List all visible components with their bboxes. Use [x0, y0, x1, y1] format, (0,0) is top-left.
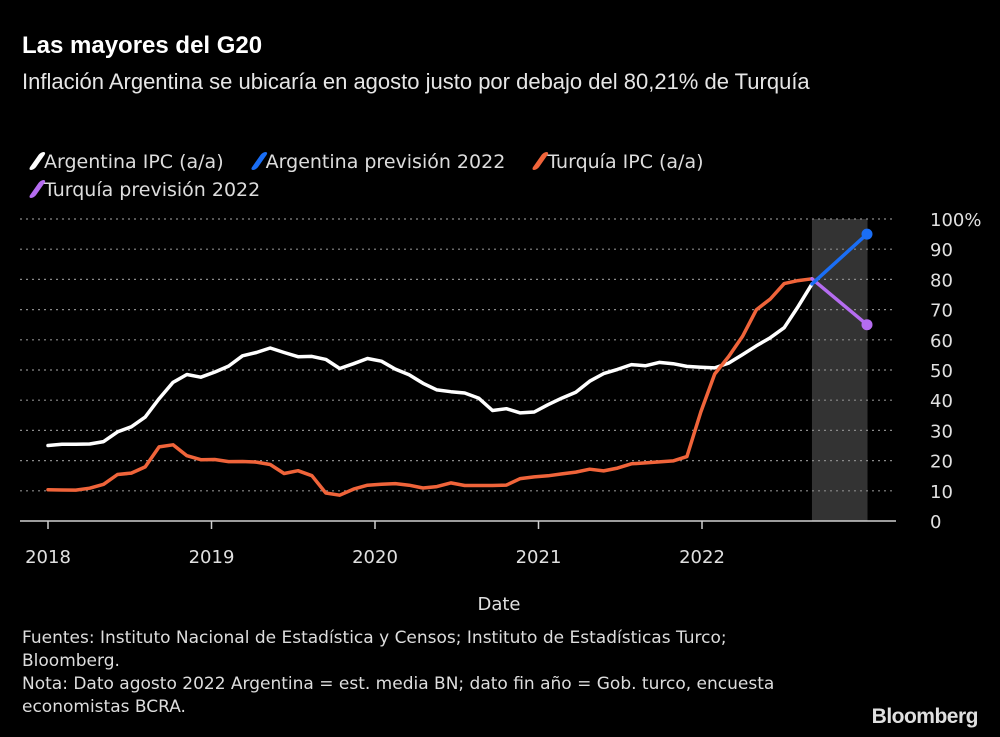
legend-item-turquia-ipc: Turquía IPC (a/a) — [525, 148, 704, 176]
y-tick-label: 90 — [930, 240, 953, 261]
chart-subtitle: Inflación Argentina se ubicaría en agost… — [22, 69, 810, 94]
data-note: Nota: Dato agosto 2022 Argentina = est. … — [22, 674, 775, 717]
series-line-turquia-prevision-2022 — [810, 277, 869, 327]
legend-item-turquia-prevision: Turquía previsión 2022 — [22, 176, 260, 204]
y-tick-label: 50 — [930, 361, 953, 382]
x-tick-label: 2021 — [516, 547, 562, 568]
sources-note: Fuentes: Instituto Nacional de Estadísti… — [22, 628, 727, 671]
x-tick-label: 2020 — [352, 547, 398, 568]
series-line-argentina-ipc-a-a — [46, 282, 814, 448]
x-tick-label: 2019 — [189, 547, 235, 568]
legend-label: Argentina IPC (a/a) — [44, 151, 224, 173]
chart-title: Las mayores del G20 — [22, 32, 263, 59]
forecast-shade — [811, 219, 868, 521]
line-chart: 0 10 20 30 40 50 60 70 80 90 100% 2018 2019 2020 2021… — [20, 210, 981, 615]
bloomberg-logo: Bloomberg — [871, 705, 979, 728]
x-tick-label: 2018 — [25, 547, 71, 568]
y-tick-label: 20 — [930, 452, 953, 473]
x-axis-label: Date — [477, 594, 520, 615]
legend-item-argentina-prevision: Argentina previsión 2022 — [244, 148, 506, 176]
legend-label: Turquía IPC (a/a) — [547, 151, 704, 173]
legend-label: Argentina previsión 2022 — [265, 151, 506, 173]
legend-item-argentina-ipc: Argentina IPC (a/a) — [22, 148, 224, 176]
y-tick-label: 70 — [930, 301, 953, 322]
series-line-turquia-ipc-a-a — [46, 277, 814, 497]
y-tick-label: 40 — [930, 391, 953, 412]
forecast-endpoint-argentina-prevision-2022 — [861, 228, 873, 240]
y-tick-label: 60 — [930, 331, 953, 352]
legend-label: Turquía previsión 2022 — [44, 179, 261, 201]
y-tick-label: 30 — [930, 421, 953, 442]
legend: Argentina IPC (a/a) Argentina previsión … — [22, 148, 742, 204]
x-tick-label: 2022 — [679, 547, 725, 568]
series-line-argentina-prevision-2022 — [810, 232, 869, 286]
y-tick-label: 10 — [930, 482, 953, 503]
y-tick-label: 80 — [930, 270, 953, 291]
y-tick-label: 100% — [930, 210, 981, 231]
footer: Fuentes: Instituto Nacional de Estadísti… — [22, 627, 822, 719]
y-tick-label: 0 — [930, 512, 941, 533]
forecast-endpoint-turquia-prevision-2022 — [861, 319, 873, 331]
